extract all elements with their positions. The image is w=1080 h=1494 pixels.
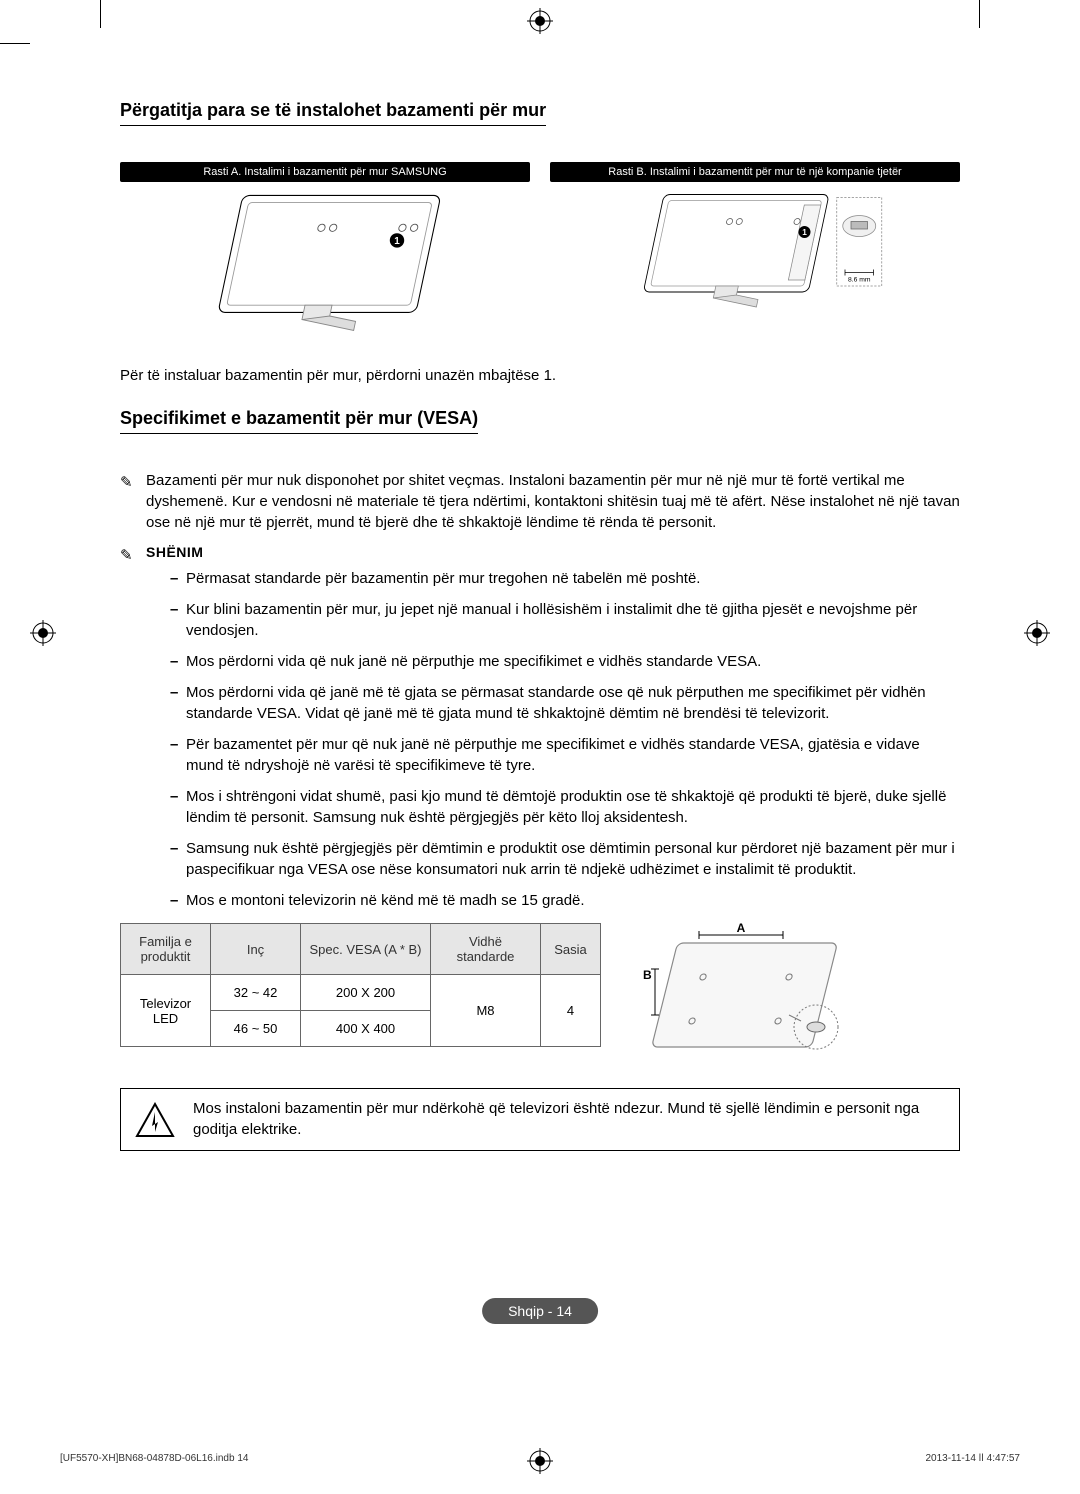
td-qty: 4 (541, 975, 601, 1047)
registration-mark-icon (527, 8, 553, 34)
case-a-label: Rasti A. Instalimi i bazamentit për mur … (120, 162, 530, 182)
th-screw: Vidhë standarde (431, 924, 541, 975)
note-icon: ✎ (120, 470, 138, 493)
case-a: Rasti A. Instalimi i bazamentit për mur … (120, 162, 530, 352)
th-inch: Inç (211, 924, 301, 975)
case-b-illustration: 8.6 mm 1 (550, 182, 960, 352)
content-area: Përgatitja para se të instalohet bazamen… (120, 100, 960, 1151)
case-b-label: Rasti B. Instalimi i bazamentit për mur … (550, 162, 960, 182)
marker-1: 1 (802, 228, 807, 237)
td-inch: 46 ~ 50 (211, 1011, 301, 1047)
crop-mark (100, 0, 101, 28)
warning-icon (135, 1102, 175, 1138)
vesa-intro-row: ✎ Bazamenti për mur nuk disponohet por s… (120, 470, 960, 533)
shenim-row: ✎ SHËNIM (120, 543, 960, 566)
page: Përgatitja para se të instalohet bazamen… (0, 0, 1080, 1494)
note-item: Mos i shtrëngoni vidat shumë, pasi kjo m… (170, 786, 960, 828)
td-vesa: 400 X 400 (301, 1011, 431, 1047)
td-vesa: 200 X 200 (301, 975, 431, 1011)
td-inch: 32 ~ 42 (211, 975, 301, 1011)
ring-dimension: 8.6 mm (848, 277, 871, 284)
note-item: Samsung nuk është përgjegjës për dëmtimi… (170, 838, 960, 880)
note-item: Mos përdorni vida që janë më të gjata se… (170, 682, 960, 724)
section-heading-prep: Përgatitja para se të instalohet bazamen… (120, 100, 546, 126)
warning-box: Mos instaloni bazamentin për mur ndërkoh… (120, 1088, 960, 1151)
crop-mark (0, 43, 30, 44)
footer: [UF5570-XH]BN68-04878D-06L16.indb 14 201… (60, 1453, 1020, 1464)
case-b: Rasti B. Instalimi i bazamentit për mur … (550, 162, 960, 352)
td-screw: M8 (431, 975, 541, 1047)
vesa-intro-text: Bazamenti për mur nuk disponohet por shi… (146, 470, 960, 533)
note-item: Për bazamentet për mur që nuk janë në pë… (170, 734, 960, 776)
note-icon: ✎ (120, 543, 138, 566)
case-a-illustration: 1 (120, 182, 530, 352)
vesa-spec-table: Familja e produktit Inç Spec. VESA (A * … (120, 923, 601, 1047)
page-pill: Shqip - 14 (482, 1298, 598, 1324)
note-item: Mos e montoni televizorin në kënd më të … (170, 890, 960, 911)
dim-a: A (737, 923, 746, 935)
spec-section: Familja e produktit Inç Spec. VESA (A * … (120, 923, 960, 1068)
note-item: Mos përdorni vida që nuk janë në përputh… (170, 651, 960, 672)
warning-text: Mos instaloni bazamentin për mur ndërkoh… (193, 1099, 945, 1140)
registration-mark-icon (1024, 620, 1050, 646)
footer-right: 2013-11-14 ǀǀ 4:47:57 (925, 1453, 1020, 1464)
vesa-diagram: A B (621, 923, 851, 1068)
notes-list: Përmasat standarde për bazamentin për mu… (170, 568, 960, 911)
note-item: Përmasat standarde për bazamentin për mu… (170, 568, 960, 589)
shenim-label: SHËNIM (146, 543, 203, 563)
registration-mark-icon (30, 620, 56, 646)
note-item: Kur blini bazamentin për mur, ju jepet n… (170, 599, 960, 641)
section-heading-vesa: Specifikimet e bazamentit për mur (VESA) (120, 408, 478, 434)
th-qty: Sasia (541, 924, 601, 975)
marker-1: 1 (394, 236, 400, 247)
td-family: Televizor LED (121, 975, 211, 1047)
footer-left: [UF5570-XH]BN68-04878D-06L16.indb 14 (60, 1453, 248, 1464)
dim-b: B (643, 968, 652, 982)
install-note: Për të instaluar bazamentin për mur, për… (120, 366, 960, 386)
cases-row: Rasti A. Instalimi i bazamentit për mur … (120, 162, 960, 352)
th-family: Familja e produktit (121, 924, 211, 975)
th-vesa: Spec. VESA (A * B) (301, 924, 431, 975)
crop-mark (979, 0, 980, 28)
